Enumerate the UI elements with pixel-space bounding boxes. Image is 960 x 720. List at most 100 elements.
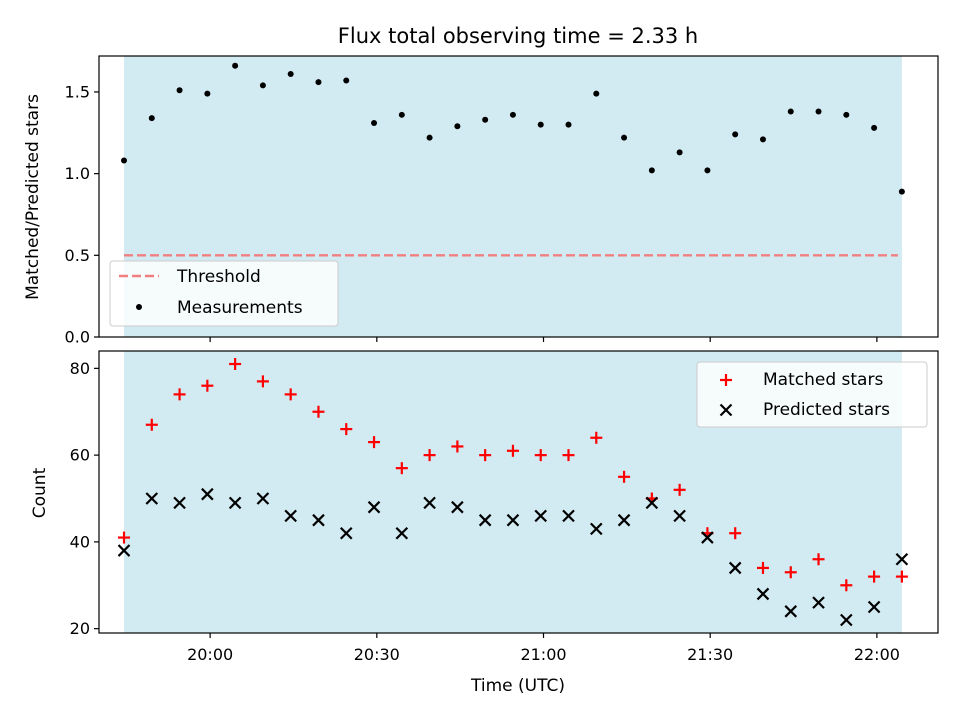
- x-marker-b: [562, 509, 575, 523]
- x-marker-b: [867, 600, 881, 614]
- y-tick-label: 0.0: [65, 328, 90, 347]
- x-tick-label: 21:30: [687, 645, 733, 664]
- x-marker-b: [451, 500, 464, 514]
- y-tick-label: 20: [70, 619, 90, 638]
- data-point-matched-star: [729, 527, 742, 540]
- data-point-predicted-star: [117, 544, 131, 557]
- data-point-matched-star: [423, 449, 436, 462]
- data-point-matched-star: [312, 405, 325, 418]
- data-point-matched-star: [145, 418, 158, 431]
- data-point-matched-star: [618, 470, 631, 483]
- data-point-measurement: [259, 82, 266, 89]
- data-point-matched-star: [784, 566, 797, 579]
- x-marker-b: [701, 531, 714, 544]
- data-point-predicted-star: [478, 513, 492, 527]
- data-point-predicted-star: [312, 513, 325, 527]
- data-point-predicted-star: [756, 587, 770, 601]
- x-marker-b: [812, 596, 825, 609]
- legend-box: [696, 361, 928, 428]
- y-tick-label: 0.5: [65, 246, 90, 265]
- x-marker-b: [173, 496, 186, 510]
- data-point-matched-star: [479, 449, 492, 462]
- data-point-matched-star: [756, 561, 769, 574]
- legend-threshold-label: Threshold: [176, 267, 261, 287]
- chart-title: Flux total observing time = 2.33 h: [338, 24, 698, 48]
- data-point-matched-star: [562, 449, 575, 462]
- data-point-measurement: [343, 77, 350, 84]
- x-marker-b: [645, 496, 659, 510]
- y-tick-label: 40: [70, 532, 90, 551]
- data-point-matched-star: [673, 483, 686, 496]
- data-point-predicted-star: [590, 522, 603, 536]
- data-point-measurement: [732, 131, 739, 138]
- x-marker-b: [228, 496, 242, 510]
- data-point-predicted-star: [367, 500, 381, 514]
- x-marker-b: [784, 605, 798, 618]
- data-point-matched-star: [590, 431, 603, 444]
- legend-predicted-label: Predicted stars: [763, 400, 890, 420]
- x-marker-b: [367, 500, 381, 514]
- data-point-matched-star: [812, 553, 825, 566]
- x-marker-b: [145, 492, 159, 505]
- x-marker-b: [117, 544, 131, 557]
- data-point-measurement: [454, 123, 461, 130]
- data-point-matched-star: [284, 388, 297, 401]
- data-point-measurement: [565, 121, 572, 128]
- data-point-measurement: [176, 87, 183, 94]
- x-marker-b: [534, 509, 548, 523]
- data-point-predicted-star: [395, 526, 409, 540]
- y-tick-label: 1.5: [65, 82, 90, 101]
- data-point-measurement: [426, 134, 433, 141]
- data-point-predicted-star: [506, 513, 520, 527]
- data-point-predicted-star: [617, 513, 631, 527]
- data-point-matched-star: [895, 570, 908, 583]
- data-point-matched-star: [395, 462, 408, 475]
- x-marker-b: [590, 522, 603, 536]
- data-point-predicted-star: [701, 531, 714, 544]
- data-point-measurement: [648, 167, 655, 174]
- data-point-matched-star: [229, 358, 242, 371]
- x-marker-b: [840, 613, 853, 627]
- y-tick-label: 60: [70, 446, 90, 465]
- x-marker-b: [673, 509, 686, 523]
- data-point-predicted-star: [840, 613, 853, 627]
- x-marker-b: [478, 513, 492, 527]
- data-point-matched-star: [868, 570, 881, 583]
- data-point-predicted-star: [451, 500, 464, 514]
- plot-frame: [98, 350, 939, 634]
- data-point-measurement: [621, 134, 628, 141]
- data-point-measurement: [815, 108, 822, 115]
- legend-measurements-swatch: [136, 304, 142, 310]
- data-point-predicted-star: [284, 509, 297, 523]
- x-tick-label: 21:00: [520, 645, 566, 664]
- data-point-measurement: [787, 108, 794, 115]
- data-point-measurement: [371, 119, 378, 126]
- data-point-matched-star: [173, 388, 186, 401]
- data-point-predicted-star: [867, 600, 881, 614]
- data-point-measurement: [871, 124, 878, 131]
- data-point-predicted-star: [673, 509, 686, 523]
- data-point-measurement: [898, 188, 905, 195]
- data-point-predicted-star: [645, 496, 659, 510]
- data-point-measurement: [121, 157, 128, 164]
- data-point-matched-star: [340, 423, 353, 436]
- data-point-measurement: [148, 115, 155, 122]
- data-point-matched-star: [368, 436, 381, 449]
- data-point-predicted-star: [784, 605, 798, 618]
- data-point-matched-star: [118, 531, 131, 544]
- x-marker-b: [395, 526, 409, 540]
- top-y-axis-label: Matched/Predicted stars: [23, 94, 43, 300]
- data-point-matched-star: [256, 375, 269, 388]
- data-point-predicted-star: [201, 487, 214, 501]
- data-point-predicted-star: [423, 496, 436, 510]
- data-point-predicted-star: [812, 596, 825, 609]
- legend-top: Threshold Measurements: [109, 260, 339, 327]
- data-point-measurement: [843, 111, 850, 118]
- x-marker-b: [506, 513, 520, 527]
- data-point-predicted-star: [339, 526, 353, 540]
- data-point-predicted-star: [562, 509, 575, 523]
- plot-layer: 0.0 0.5 1.0 1.5 Threshold Measurements 20 40 60 8…: [65, 55, 939, 664]
- x-marker-b: [756, 587, 770, 601]
- data-point-predicted-star: [534, 509, 548, 523]
